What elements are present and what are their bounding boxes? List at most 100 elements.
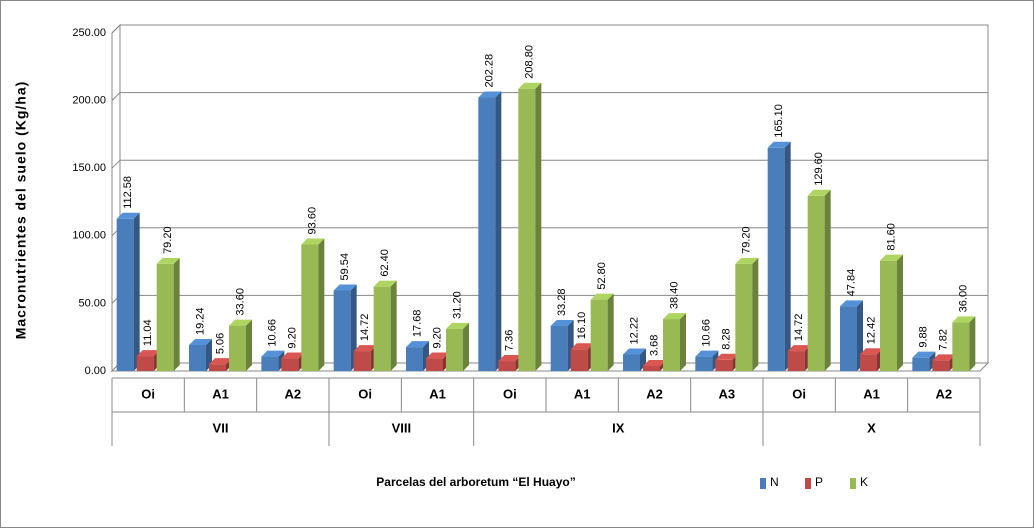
bar-top (229, 319, 252, 326)
bar (261, 350, 285, 371)
bar-side (752, 257, 759, 371)
bar (116, 212, 140, 371)
bar-side (897, 254, 903, 371)
bar-top (590, 293, 614, 300)
bar-top (498, 355, 522, 362)
group-label: VII (213, 420, 229, 435)
bar-side (463, 322, 469, 371)
bar-front (787, 351, 805, 371)
y-tick-label: 250.00 (72, 27, 106, 39)
bar-front (189, 344, 206, 371)
bar-front (590, 299, 608, 371)
value-label: 9.20 (431, 327, 443, 348)
value-label: 3.68 (648, 335, 660, 356)
value-label: 38.40 (668, 282, 680, 310)
bar-front (550, 326, 568, 371)
bar-side (318, 238, 325, 371)
value-label: 33.60 (234, 288, 246, 316)
bar (406, 341, 429, 371)
bar-top (209, 358, 232, 365)
value-label: 17.68 (411, 310, 423, 338)
bar (518, 82, 542, 372)
x-tick-label: Oi (792, 386, 806, 401)
bar-front (426, 358, 443, 371)
bar-front (209, 364, 226, 371)
bar-front (229, 325, 246, 371)
x-tick-label: Oi (141, 386, 155, 401)
x-tick-label: A2 (285, 386, 302, 401)
value-label: 12.22 (628, 317, 640, 345)
bar (807, 189, 831, 371)
bar-front (952, 322, 970, 371)
value-label: 36.00 (958, 285, 970, 313)
bar-top (136, 350, 160, 357)
bar-front (860, 354, 877, 371)
bar-side (784, 141, 791, 371)
grid-line (111, 92, 988, 101)
bar (735, 257, 759, 371)
value-label: 7.82 (938, 329, 950, 350)
bar-front (281, 358, 299, 371)
bar (478, 91, 502, 371)
bar-side (246, 319, 252, 371)
bar-top (301, 238, 325, 245)
y-tick-label: 200.00 (72, 95, 106, 107)
bar-front (932, 360, 950, 371)
bar-top (406, 341, 429, 348)
bar-top (570, 343, 594, 350)
bar-front (840, 306, 857, 371)
x-tick-label: A1 (863, 386, 880, 401)
value-label: 129.60 (813, 152, 825, 186)
value-label: 112.58 (122, 176, 134, 209)
bar-front (767, 147, 785, 371)
value-label: 208.80 (524, 45, 536, 79)
bar-front (623, 354, 640, 371)
bar-front (333, 290, 351, 371)
legend-swatch (805, 478, 811, 489)
value-label: 79.20 (741, 226, 753, 254)
bar-front (715, 359, 733, 371)
bar-top (952, 316, 976, 323)
bar-top (663, 313, 686, 320)
bar (353, 345, 377, 371)
bar (912, 351, 936, 371)
bar-front (880, 260, 897, 371)
value-label: 81.60 (885, 223, 897, 251)
legend-label: K (860, 475, 868, 489)
bar (880, 254, 903, 371)
value-label: 14.72 (359, 314, 371, 342)
bar (156, 257, 180, 371)
bar-top (695, 350, 719, 357)
bar-front (353, 351, 371, 371)
bar-front (807, 195, 825, 371)
bar-side (680, 313, 686, 371)
grid-line (111, 159, 988, 169)
bar-front (570, 349, 588, 371)
bar-top (735, 257, 759, 264)
bar (860, 348, 883, 371)
bar-front (735, 263, 753, 371)
bar (570, 343, 594, 371)
bar-side (495, 91, 502, 371)
bar-top (840, 300, 863, 307)
bar-top (373, 280, 397, 287)
bar (281, 352, 305, 371)
bar-side (824, 189, 831, 371)
bar-front (663, 319, 680, 371)
bar-front (156, 263, 174, 371)
x-axis-title: Parcelas del arboretum “El Huayo” (376, 475, 575, 489)
bar-front (136, 356, 154, 371)
bar-side (390, 280, 397, 371)
value-label: 93.60 (307, 207, 319, 235)
bar-front (498, 361, 516, 371)
value-label: 10.66 (701, 319, 713, 347)
bar-front (406, 347, 423, 371)
bar-front (261, 356, 279, 371)
bar-top (643, 360, 666, 367)
group-label: IX (612, 420, 625, 435)
bar-front (912, 357, 930, 371)
bar-top (478, 91, 502, 98)
bar-front (446, 328, 463, 371)
bar-side (607, 293, 614, 371)
bar-front (301, 244, 319, 371)
